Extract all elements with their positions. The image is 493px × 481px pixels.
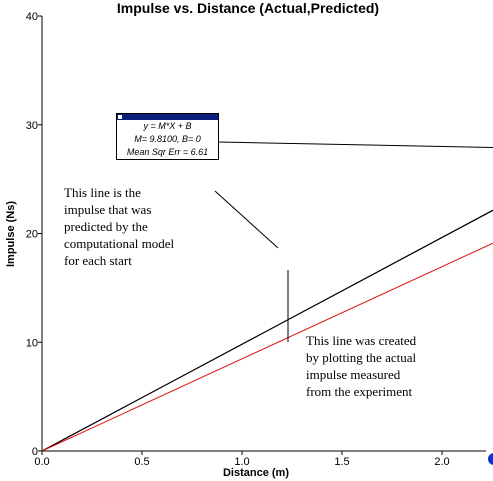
note-line: impulse that was <box>64 202 152 217</box>
fit-box-leader <box>218 141 493 148</box>
y-axis-label: Impulse (Ns) <box>5 201 17 267</box>
predicted-line-note: This line is the impulse that was predic… <box>64 184 174 269</box>
fit-equation: y = M*X + B <box>143 121 192 131</box>
fit-parameters: M= 9.8100, B= 0 <box>134 134 201 144</box>
note-line: from the experiment <box>306 384 413 399</box>
x-tick-label: 1.0 <box>234 456 249 468</box>
predicted-note-leader <box>214 190 279 249</box>
x-tick-label: 0.5 <box>134 456 149 468</box>
actual-line-note: This line was created by plotting the ac… <box>306 332 416 400</box>
edge-handle-icon <box>488 453 493 465</box>
y-tick-label: 30 <box>26 120 38 132</box>
note-line: This line was created <box>306 333 417 348</box>
fit-box-grip-icon <box>118 115 122 119</box>
x-tick-label: 1.5 <box>334 456 349 468</box>
note-line: This line is the <box>64 185 141 200</box>
note-line: predicted by the <box>64 219 148 234</box>
y-tick-label: 20 <box>26 229 38 241</box>
regression-fit-box[interactable]: y = M*X + B M= 9.8100, B= 0 Mean Sqr Err… <box>116 113 219 160</box>
axes: 0.00.51.01.52.02.53.03.5010203040 <box>26 11 486 468</box>
annotation-leaders <box>214 141 493 465</box>
chart-title: Impulse vs. Distance (Actual,Predicted) <box>117 0 379 16</box>
series-2-line <box>41 242 493 452</box>
note-line: for each start <box>64 253 132 268</box>
y-tick-label: 10 <box>26 337 38 349</box>
y-tick-label: 0 <box>32 446 38 458</box>
x-axis-label: Distance (m) <box>223 467 289 479</box>
plot-area <box>41 209 493 452</box>
series-1-line <box>41 209 493 452</box>
x-tick-label: 0.0 <box>34 456 49 468</box>
fit-error: Mean Sqr Err = 6.61 <box>126 147 209 157</box>
note-line: by plotting the actual <box>306 350 417 365</box>
note-line: impulse measured <box>306 367 401 382</box>
y-tick-label: 40 <box>26 11 38 23</box>
note-line: computational model <box>64 236 175 251</box>
fit-box-titlebar[interactable] <box>117 114 218 120</box>
x-tick-label: 2.0 <box>434 456 449 468</box>
